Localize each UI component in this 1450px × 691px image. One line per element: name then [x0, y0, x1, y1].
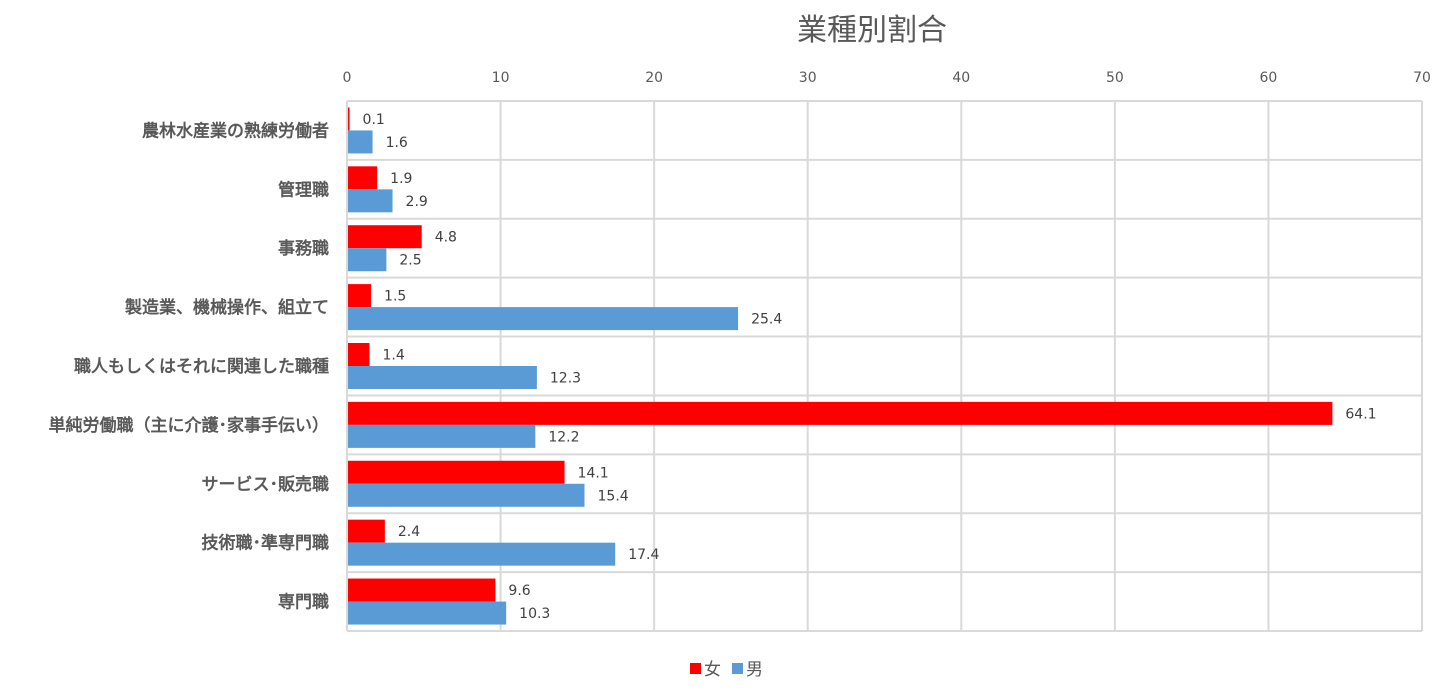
- x-tick-label: 10: [492, 70, 510, 86]
- bar-male: [348, 307, 739, 331]
- bar-female: [348, 401, 1333, 425]
- x-tick-label: 30: [799, 70, 817, 86]
- legend-label-male: 男: [746, 660, 763, 680]
- category-label: 単純労働職（主に介護･家事手伝い）: [49, 415, 330, 436]
- data-label: 2.4: [398, 524, 420, 540]
- bar-male: [348, 248, 387, 272]
- legend-swatch-female: [690, 663, 701, 674]
- x-tick-label: 50: [1106, 70, 1124, 86]
- x-tick-label: 70: [1413, 70, 1431, 86]
- bar-female: [348, 519, 385, 543]
- category-label: 技術職･準専門職: [202, 533, 330, 554]
- category-label: サービス･販売職: [202, 474, 330, 495]
- data-label: 25.4: [751, 312, 782, 328]
- data-label: 12.2: [548, 429, 579, 445]
- category-labels: 農林水産業の熟練労働者管理職事務職製造業、機械操作、組立て職人もしくはそれに関連…: [49, 120, 330, 612]
- grid: [346, 100, 1423, 632]
- chart-title: 業種別割合: [797, 13, 947, 48]
- bar-female: [348, 225, 422, 249]
- bar-male: [348, 542, 616, 566]
- bar-female: [348, 166, 378, 190]
- x-tick-label: 40: [952, 70, 970, 86]
- data-label: 9.6: [508, 583, 530, 599]
- data-label: 10.3: [519, 606, 550, 622]
- bars: [348, 107, 1333, 625]
- bar-female: [348, 343, 370, 366]
- data-label: 1.5: [384, 289, 406, 305]
- legend: 女 男: [690, 660, 763, 680]
- bar-female: [348, 284, 372, 308]
- data-label: 1.4: [383, 348, 405, 364]
- bar-male: [348, 189, 393, 213]
- data-label: 12.3: [550, 371, 581, 387]
- category-label: 専門職: [278, 592, 329, 613]
- legend-swatch-male: [732, 663, 743, 674]
- data-label: 0.1: [363, 112, 385, 128]
- category-label: 職人もしくはそれに関連した職種: [74, 356, 329, 377]
- data-label: 1.9: [390, 171, 412, 187]
- data-label: 15.4: [598, 488, 629, 504]
- bar-female: [348, 107, 350, 131]
- bar-male: [348, 601, 507, 625]
- data-label: 17.4: [628, 547, 659, 563]
- bar-male: [348, 130, 373, 154]
- data-label: 1.6: [386, 135, 408, 151]
- data-label: 14.1: [578, 465, 609, 481]
- x-tick-label: 0: [343, 70, 352, 86]
- bar-male: [348, 483, 585, 507]
- data-labels: 0.1 1.9 4.8 1.5 1.4 64.1 14.1 2.4 9.6 1.6 2.9 2.5 25…: [363, 112, 1377, 622]
- category-label: 農林水産業の熟練労働者: [142, 120, 329, 141]
- bar-female: [348, 578, 496, 602]
- x-tick-label: 20: [645, 70, 663, 86]
- category-label: 管理職: [278, 179, 329, 200]
- data-label: 2.9: [406, 194, 428, 210]
- legend-label-female: 女: [704, 660, 721, 680]
- x-tick-label: 60: [1260, 70, 1278, 86]
- data-label: 2.5: [399, 253, 421, 269]
- bar-male: [348, 366, 537, 389]
- category-label: 製造業、機械操作、組立て: [124, 297, 329, 318]
- data-label: 4.8: [435, 230, 457, 246]
- x-axis-ticks: 0 10 20 30 40 50 60 70: [343, 70, 1431, 86]
- bar-male: [348, 424, 536, 448]
- category-label: 事務職: [278, 238, 329, 259]
- data-label: 64.1: [1345, 406, 1376, 422]
- bar-female: [348, 460, 565, 484]
